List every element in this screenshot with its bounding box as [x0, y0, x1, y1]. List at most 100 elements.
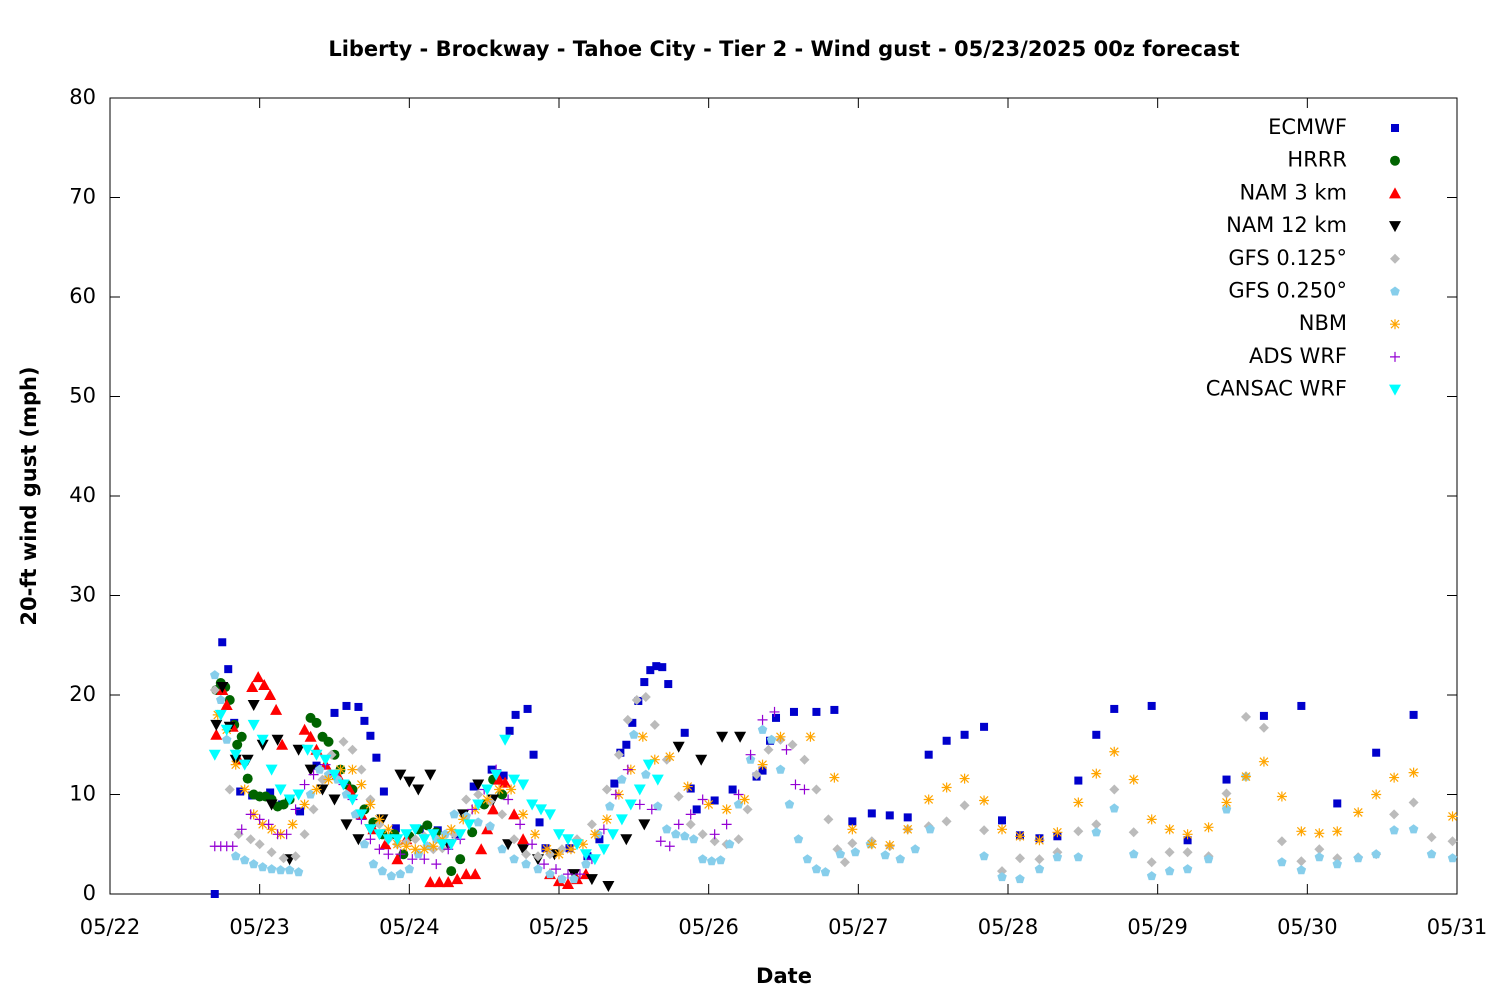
x-tick-label: 05/24 — [379, 915, 440, 939]
data-point — [1146, 857, 1157, 868]
data-point — [239, 784, 250, 795]
data-point — [394, 769, 407, 781]
data-point — [880, 850, 890, 860]
data-point — [210, 670, 220, 680]
data-point — [346, 794, 359, 806]
data-point — [335, 764, 346, 775]
data-point — [274, 784, 287, 796]
data-point — [640, 692, 651, 702]
data-point — [308, 804, 319, 815]
data-point — [499, 734, 512, 746]
data-point — [562, 834, 574, 846]
data-point — [601, 784, 612, 795]
data-point — [662, 824, 672, 834]
legend-marker — [1390, 253, 1400, 264]
data-point — [304, 730, 317, 742]
data-point — [588, 854, 601, 866]
data-point — [485, 821, 495, 831]
data-point — [673, 819, 684, 830]
y-tick-label: 50 — [69, 384, 96, 408]
data-point — [482, 794, 493, 805]
data-point — [1372, 748, 1381, 757]
data-point — [638, 819, 651, 831]
data-point — [224, 665, 233, 674]
data-point — [409, 824, 422, 836]
data-point — [446, 866, 457, 877]
data-point — [1259, 711, 1268, 720]
data-point — [503, 794, 514, 805]
data-point — [664, 751, 675, 762]
data-point — [610, 789, 621, 800]
data-point — [311, 717, 322, 728]
data-point — [721, 819, 732, 830]
data-point — [366, 731, 375, 740]
data-point — [1164, 866, 1175, 876]
data-point — [220, 724, 233, 736]
x-tick-label: 05/22 — [80, 915, 141, 939]
data-point — [799, 784, 810, 795]
data-point — [751, 769, 762, 780]
legend-label: GFS 0.250° — [1228, 279, 1347, 303]
data-point — [866, 839, 877, 850]
data-point — [997, 866, 1007, 877]
data-point — [436, 839, 449, 851]
data-point — [508, 808, 521, 820]
legend-marker — [1390, 286, 1400, 296]
data-point — [757, 714, 768, 725]
data-point — [266, 847, 277, 858]
data-point — [433, 876, 446, 888]
data-point — [695, 754, 708, 766]
data-point — [997, 824, 1008, 835]
data-point — [775, 731, 786, 742]
data-point — [216, 695, 226, 704]
data-point — [360, 716, 369, 725]
x-tick-label: 05/30 — [1277, 915, 1338, 939]
data-point — [586, 819, 597, 830]
data-point — [264, 689, 277, 700]
data-point — [422, 820, 433, 831]
data-point — [481, 784, 494, 796]
data-point — [236, 731, 247, 742]
data-point — [428, 841, 439, 852]
data-point — [356, 779, 367, 790]
data-point — [347, 744, 358, 755]
data-point — [1389, 809, 1400, 820]
data-point — [553, 829, 565, 841]
data-point — [910, 844, 920, 854]
data-point — [637, 731, 648, 742]
data-point — [1296, 865, 1307, 875]
data-point — [772, 713, 781, 722]
data-point — [517, 833, 530, 845]
data-point — [1128, 774, 1139, 785]
data-point — [258, 679, 271, 690]
data-point — [1221, 804, 1232, 814]
data-point — [1276, 791, 1287, 802]
data-point — [651, 774, 664, 786]
data-point — [622, 764, 633, 775]
legend-marker — [1390, 155, 1400, 166]
data-point — [646, 666, 655, 675]
data-point — [281, 829, 292, 840]
data-point — [463, 819, 476, 831]
data-point — [649, 719, 660, 730]
data-point — [254, 839, 265, 850]
data-point — [257, 819, 268, 830]
data-point — [413, 849, 424, 859]
data-point — [319, 754, 332, 766]
data-point — [673, 791, 684, 802]
data-point — [629, 729, 639, 739]
x-tick-label: 05/25 — [529, 915, 590, 939]
data-point — [1409, 710, 1418, 719]
data-point — [1371, 789, 1382, 800]
data-point — [1447, 811, 1458, 822]
data-point — [328, 794, 341, 806]
series — [210, 670, 1458, 884]
data-point — [734, 731, 747, 743]
data-point — [305, 789, 316, 799]
data-point — [342, 701, 351, 710]
data-point — [252, 671, 265, 683]
data-point — [232, 739, 243, 750]
legend-marker — [1389, 221, 1401, 233]
